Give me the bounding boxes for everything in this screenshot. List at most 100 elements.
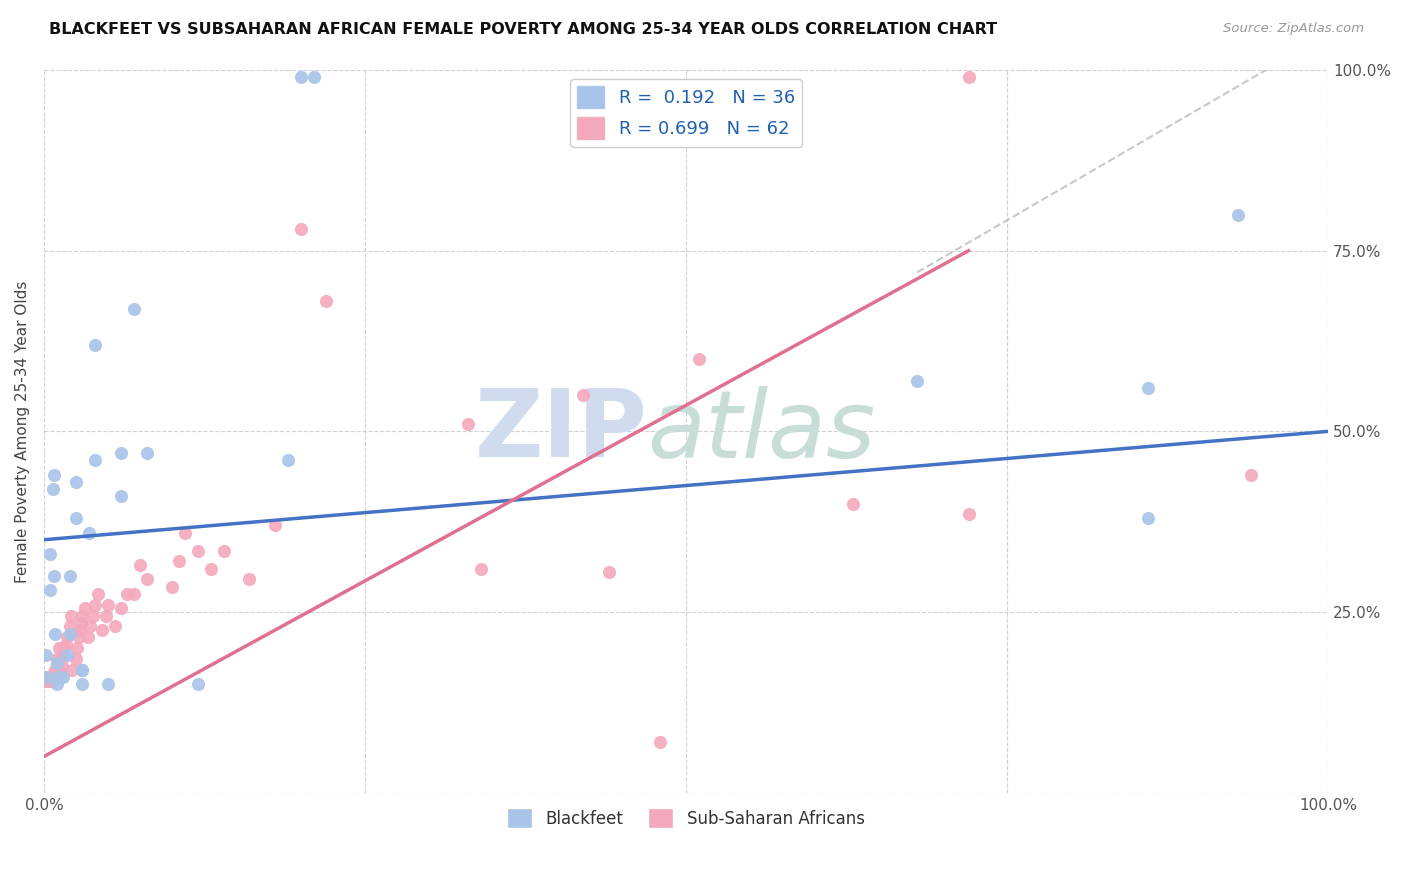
- Point: [77, 525, 100, 540]
- Point: [42, 670, 65, 684]
- Y-axis label: Female Poverty Among 25-34 Year Olds: Female Poverty Among 25-34 Year Olds: [15, 280, 30, 582]
- Point: [45, 670, 67, 684]
- Point: [58, 619, 80, 633]
- Point: [52, 670, 75, 684]
- Point: [49, 666, 72, 681]
- Point: [315, 294, 337, 309]
- Point: [457, 417, 479, 431]
- Point: [110, 446, 132, 460]
- Point: [58, 626, 80, 640]
- Point: [84, 453, 107, 467]
- Point: [55, 638, 77, 652]
- Point: [842, 497, 865, 511]
- Point: [39, 547, 62, 561]
- Point: [110, 489, 132, 503]
- Point: [110, 601, 132, 615]
- Point: [39, 583, 62, 598]
- Point: [1240, 467, 1263, 482]
- Point: [290, 70, 312, 85]
- Point: [162, 580, 184, 594]
- Point: [44, 663, 66, 677]
- Point: [187, 677, 209, 691]
- Point: [45, 652, 67, 666]
- Point: [238, 573, 260, 587]
- Point: [84, 337, 107, 351]
- Point: [73, 601, 96, 615]
- Point: [35, 673, 58, 688]
- Point: [44, 626, 66, 640]
- Point: [72, 677, 94, 691]
- Text: BLACKFEET VS SUBSAHARAN AFRICAN FEMALE POVERTY AMONG 25-34 YEAR OLDS CORRELATION: BLACKFEET VS SUBSAHARAN AFRICAN FEMALE P…: [49, 22, 997, 37]
- Point: [200, 562, 222, 576]
- Point: [212, 543, 235, 558]
- Point: [572, 388, 595, 402]
- Point: [51, 659, 73, 673]
- Point: [97, 598, 120, 612]
- Point: [45, 677, 67, 691]
- Point: [1227, 208, 1250, 222]
- Point: [35, 670, 58, 684]
- Point: [67, 630, 90, 644]
- Point: [72, 663, 94, 677]
- Point: [72, 608, 94, 623]
- Point: [44, 569, 66, 583]
- Text: Source: ZipAtlas.com: Source: ZipAtlas.com: [1223, 22, 1364, 36]
- Point: [905, 374, 928, 388]
- Point: [52, 648, 75, 663]
- Point: [38, 670, 60, 684]
- Point: [58, 569, 80, 583]
- Point: [76, 630, 98, 644]
- Point: [66, 641, 89, 656]
- Point: [187, 543, 209, 558]
- Point: [35, 648, 58, 663]
- Point: [117, 587, 139, 601]
- Point: [82, 608, 104, 623]
- Point: [32, 670, 55, 684]
- Point: [97, 677, 120, 691]
- Point: [650, 735, 672, 749]
- Point: [90, 623, 112, 637]
- Point: [167, 554, 190, 568]
- Point: [79, 619, 101, 633]
- Point: [44, 467, 66, 482]
- Point: [470, 562, 492, 576]
- Point: [44, 666, 66, 681]
- Point: [122, 587, 145, 601]
- Point: [135, 446, 157, 460]
- Point: [122, 301, 145, 316]
- Point: [277, 453, 299, 467]
- Point: [39, 673, 62, 688]
- Point: [56, 648, 79, 663]
- Point: [45, 656, 67, 670]
- Text: ZIP: ZIP: [475, 385, 648, 477]
- Point: [957, 508, 980, 522]
- Point: [65, 475, 87, 489]
- Point: [598, 566, 620, 580]
- Point: [302, 70, 325, 85]
- Point: [53, 641, 76, 656]
- Point: [290, 222, 312, 236]
- Point: [42, 482, 65, 496]
- Text: atlas: atlas: [648, 386, 876, 477]
- Point: [1137, 511, 1160, 525]
- Point: [37, 673, 59, 688]
- Point: [957, 70, 980, 85]
- Point: [65, 511, 87, 525]
- Point: [48, 641, 70, 656]
- Point: [1137, 381, 1160, 395]
- Point: [69, 623, 91, 637]
- Point: [688, 352, 710, 367]
- Point: [87, 587, 110, 601]
- Legend: Blackfeet, Sub-Saharan Africans: Blackfeet, Sub-Saharan Africans: [501, 801, 872, 835]
- Point: [72, 663, 94, 677]
- Point: [70, 615, 93, 630]
- Point: [174, 525, 197, 540]
- Point: [45, 659, 67, 673]
- Point: [60, 663, 83, 677]
- Point: [59, 608, 82, 623]
- Point: [56, 630, 79, 644]
- Point: [264, 518, 287, 533]
- Point: [94, 608, 117, 623]
- Point: [135, 573, 157, 587]
- Point: [129, 558, 152, 572]
